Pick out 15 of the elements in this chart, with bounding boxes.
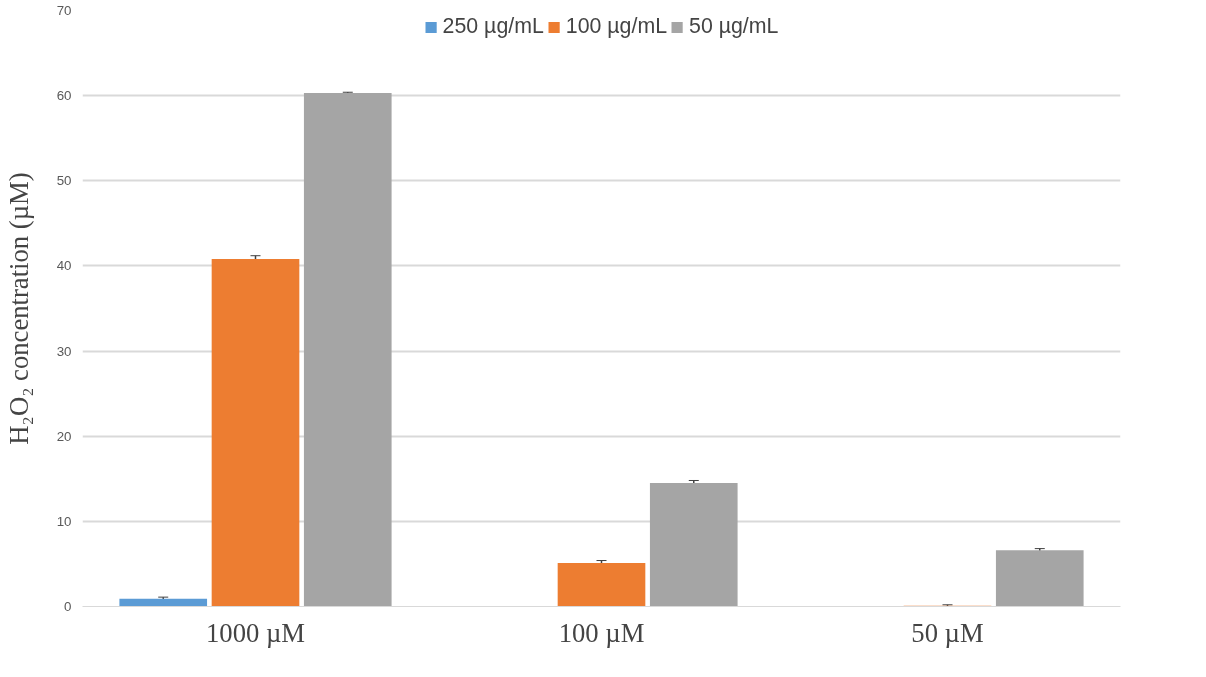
y-tick-label: 20 <box>56 428 72 444</box>
y-tick-label: 60 <box>56 88 72 104</box>
y-tick-label: 30 <box>56 343 72 359</box>
y-tick-label: 70 <box>56 3 72 18</box>
legend-label: 50 µg/mL <box>689 14 779 39</box>
y-tick-label: 50 <box>56 173 72 189</box>
x-tick-label: 100 µM <box>558 617 645 648</box>
x-tick-label: 1000 µM <box>205 617 306 648</box>
legend-label: 250 µg/mL <box>442 14 544 39</box>
y-axis-title: H₂O₂ concentration (µM) <box>3 172 34 445</box>
y-tick-label: 10 <box>56 513 72 529</box>
x-tick-label: 50 µM <box>911 617 984 648</box>
legend-label: 100 µg/mL <box>565 14 668 39</box>
y-tick-label: 0 <box>64 599 72 614</box>
y-tick-label: 40 <box>56 258 72 274</box>
